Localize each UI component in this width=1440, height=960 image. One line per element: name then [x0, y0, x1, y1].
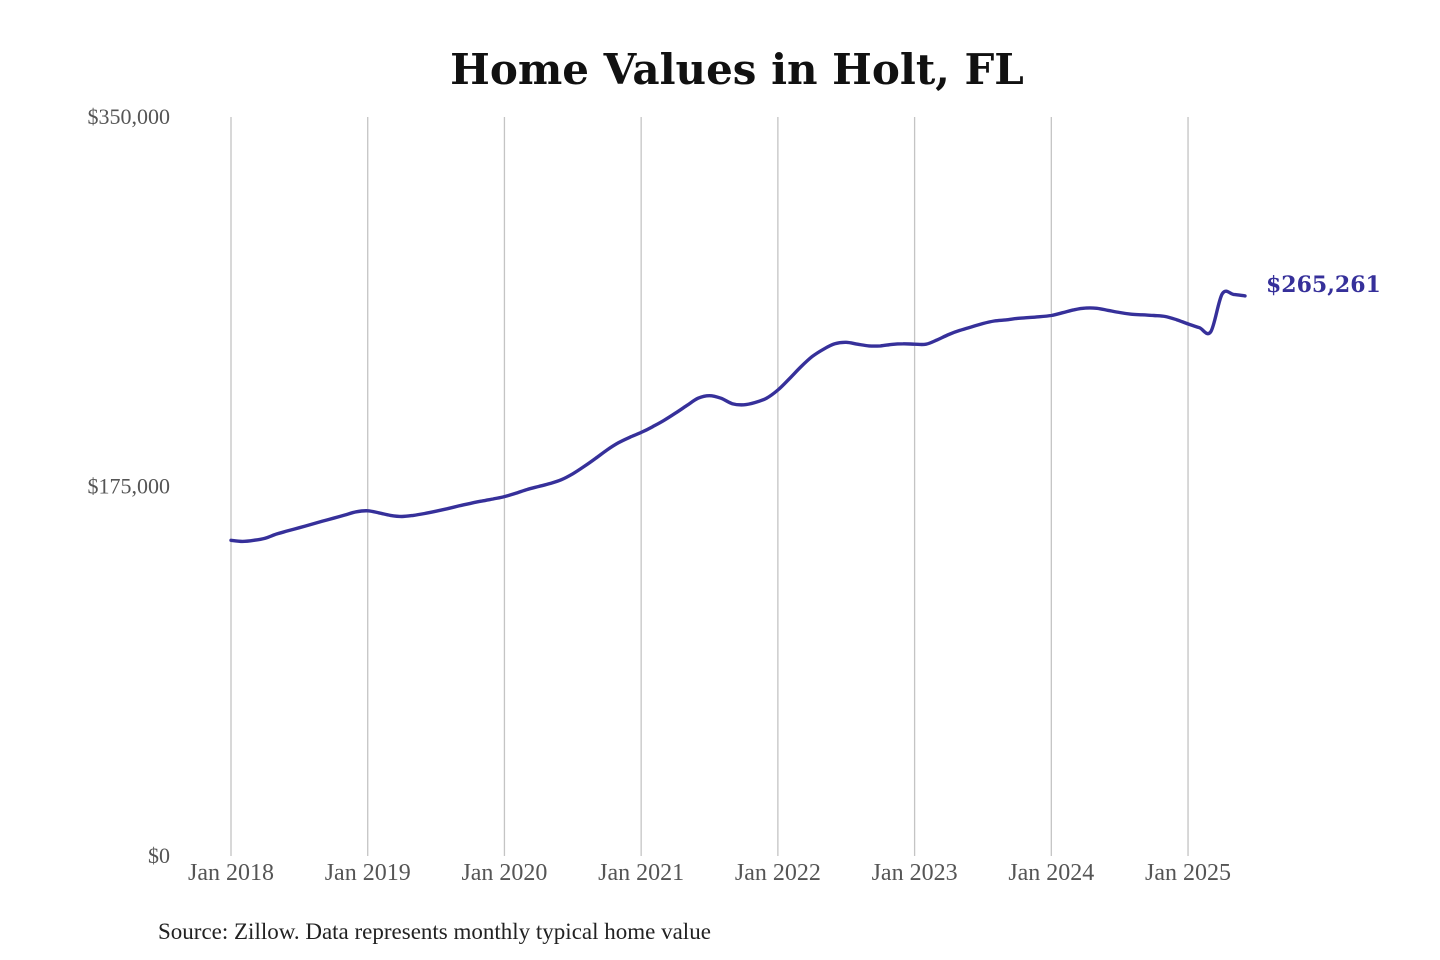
x-axis: Jan 2018 Jan 2019 Jan 2020 Jan 2021 Jan 2022…: [188, 860, 1231, 886]
x-tick-label: Jan 2024: [1008, 860, 1094, 886]
y-tick-label: $350,000: [88, 104, 171, 129]
y-axis: $350,000 $175,000 $0: [88, 104, 171, 868]
y-tick-label: $175,000: [88, 474, 171, 499]
x-tick-label: Jan 2023: [872, 860, 958, 886]
source-note: Source: Zillow. Data represents monthly …: [158, 919, 711, 944]
latest-value-label: $265,261: [1266, 272, 1381, 298]
home-value-line: [229, 289, 1247, 544]
y-tick-label: $0: [148, 843, 170, 868]
x-tick-label: Jan 2018: [188, 860, 274, 886]
x-tick-label: Jan 2019: [325, 860, 411, 886]
x-tick-label: Jan 2025: [1145, 860, 1231, 886]
x-tick-label: Jan 2020: [461, 860, 547, 886]
vertical-gridlines: [230, 117, 1189, 856]
x-tick-label: Jan 2021: [598, 860, 684, 886]
x-tick-label: Jan 2022: [735, 860, 821, 886]
chart-title: Home Values in Holt, FL: [450, 45, 1024, 94]
